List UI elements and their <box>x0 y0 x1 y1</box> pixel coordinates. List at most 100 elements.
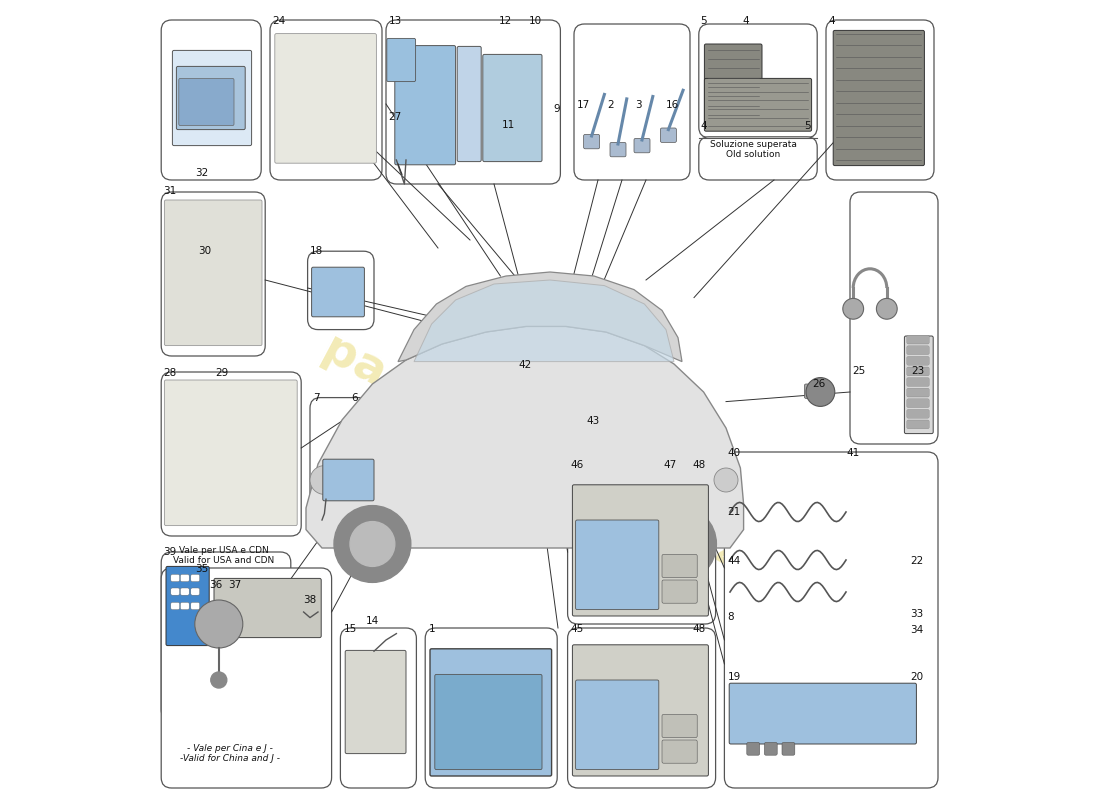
FancyBboxPatch shape <box>434 674 542 770</box>
FancyBboxPatch shape <box>310 398 396 524</box>
FancyBboxPatch shape <box>704 78 812 131</box>
Text: 24: 24 <box>273 15 286 26</box>
FancyBboxPatch shape <box>584 134 600 149</box>
Text: 30: 30 <box>198 246 211 256</box>
Text: 32: 32 <box>196 168 209 178</box>
FancyBboxPatch shape <box>179 78 234 126</box>
FancyBboxPatch shape <box>322 459 374 501</box>
Text: 37: 37 <box>228 581 241 590</box>
FancyBboxPatch shape <box>826 20 934 180</box>
Text: 16: 16 <box>666 100 680 110</box>
FancyBboxPatch shape <box>190 588 199 595</box>
FancyBboxPatch shape <box>634 138 650 153</box>
Circle shape <box>350 522 395 566</box>
Text: 45: 45 <box>571 624 584 634</box>
FancyBboxPatch shape <box>162 20 261 180</box>
FancyBboxPatch shape <box>387 38 416 82</box>
FancyBboxPatch shape <box>190 602 199 610</box>
FancyBboxPatch shape <box>568 464 716 624</box>
FancyBboxPatch shape <box>729 683 916 744</box>
Circle shape <box>877 298 898 319</box>
FancyBboxPatch shape <box>166 566 209 646</box>
FancyBboxPatch shape <box>704 44 762 123</box>
FancyBboxPatch shape <box>574 24 690 180</box>
Text: 1: 1 <box>428 624 435 634</box>
FancyBboxPatch shape <box>430 649 551 776</box>
Text: 33: 33 <box>910 610 923 619</box>
Text: 14: 14 <box>366 616 379 626</box>
Text: 46: 46 <box>571 461 584 470</box>
Text: 17: 17 <box>576 100 590 110</box>
FancyBboxPatch shape <box>180 602 189 610</box>
Text: - Vale per Cina e J -
-Valid for China and J -: - Vale per Cina e J - -Valid for China a… <box>180 744 280 763</box>
FancyBboxPatch shape <box>662 740 697 763</box>
Circle shape <box>310 466 339 494</box>
FancyBboxPatch shape <box>725 452 938 788</box>
Text: 34: 34 <box>910 626 923 635</box>
FancyBboxPatch shape <box>173 50 252 146</box>
FancyBboxPatch shape <box>270 20 382 180</box>
Text: 28: 28 <box>164 367 177 378</box>
FancyBboxPatch shape <box>170 602 179 610</box>
FancyBboxPatch shape <box>162 552 290 720</box>
FancyBboxPatch shape <box>662 554 697 578</box>
Text: 27: 27 <box>388 111 401 122</box>
FancyBboxPatch shape <box>308 251 374 330</box>
FancyBboxPatch shape <box>833 30 924 166</box>
FancyBboxPatch shape <box>162 372 301 536</box>
FancyBboxPatch shape <box>180 574 189 582</box>
FancyBboxPatch shape <box>214 578 321 638</box>
Circle shape <box>195 600 243 648</box>
FancyBboxPatch shape <box>662 580 697 603</box>
Text: 47: 47 <box>663 461 676 470</box>
FancyBboxPatch shape <box>764 742 778 755</box>
FancyBboxPatch shape <box>170 574 179 582</box>
Circle shape <box>656 522 701 566</box>
Text: 23: 23 <box>912 366 925 376</box>
FancyBboxPatch shape <box>904 336 933 434</box>
Text: 12: 12 <box>498 15 512 26</box>
FancyBboxPatch shape <box>575 520 659 610</box>
FancyBboxPatch shape <box>850 192 938 444</box>
FancyBboxPatch shape <box>906 367 930 376</box>
Circle shape <box>806 378 835 406</box>
FancyBboxPatch shape <box>386 20 560 184</box>
FancyBboxPatch shape <box>572 485 708 616</box>
Text: 48: 48 <box>692 624 706 634</box>
FancyBboxPatch shape <box>906 357 930 365</box>
Text: 4: 4 <box>701 122 707 131</box>
Text: 13: 13 <box>388 15 401 26</box>
Text: 6: 6 <box>352 393 359 403</box>
FancyBboxPatch shape <box>575 680 659 770</box>
Text: 31: 31 <box>164 186 177 196</box>
Text: 48: 48 <box>692 461 706 470</box>
Text: 10: 10 <box>529 15 542 26</box>
FancyBboxPatch shape <box>162 192 265 356</box>
Circle shape <box>334 506 410 582</box>
FancyBboxPatch shape <box>804 384 815 398</box>
Text: 44: 44 <box>727 557 741 566</box>
Text: 26: 26 <box>813 379 826 389</box>
FancyBboxPatch shape <box>164 200 262 346</box>
Text: 25: 25 <box>852 366 866 376</box>
Text: 18: 18 <box>310 246 323 256</box>
FancyBboxPatch shape <box>906 378 930 386</box>
Text: 11: 11 <box>502 119 515 130</box>
Text: 3: 3 <box>636 100 642 110</box>
Circle shape <box>714 468 738 492</box>
Circle shape <box>639 506 716 582</box>
Circle shape <box>843 298 864 319</box>
FancyBboxPatch shape <box>568 628 716 788</box>
Text: 5: 5 <box>804 122 811 131</box>
Text: 35: 35 <box>196 565 209 574</box>
Text: 7: 7 <box>314 393 320 403</box>
FancyBboxPatch shape <box>190 574 199 582</box>
FancyBboxPatch shape <box>698 24 817 138</box>
FancyBboxPatch shape <box>311 267 364 317</box>
FancyBboxPatch shape <box>610 142 626 157</box>
FancyBboxPatch shape <box>906 335 930 344</box>
Circle shape <box>211 672 227 688</box>
Text: 20: 20 <box>910 672 923 682</box>
Text: 39: 39 <box>164 547 177 557</box>
Text: 9: 9 <box>553 104 560 114</box>
